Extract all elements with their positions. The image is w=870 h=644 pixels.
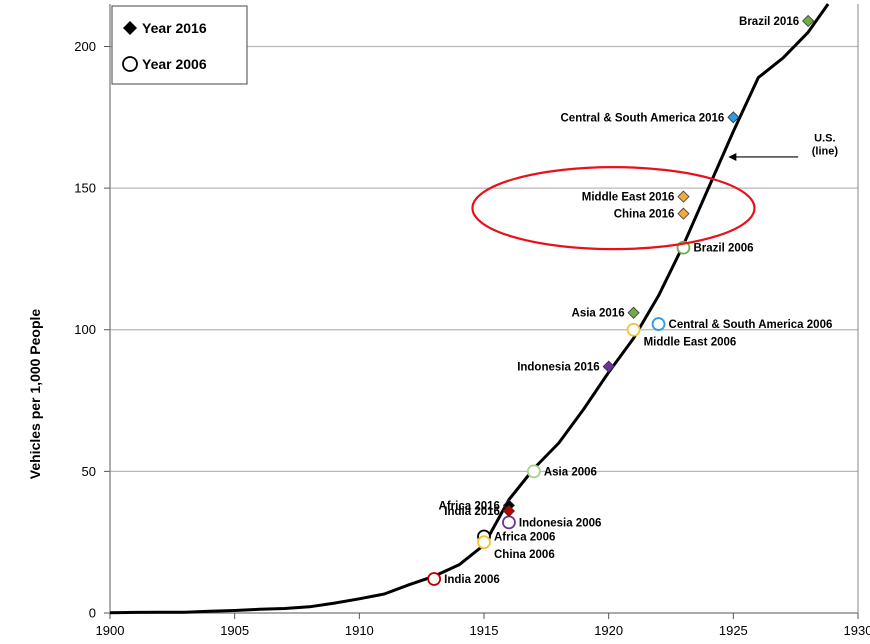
point-middle-east-2016 xyxy=(677,190,690,203)
x-tick-label: 1905 xyxy=(220,623,249,638)
legend-entry-label: Year 2016 xyxy=(142,20,207,36)
point-india-2016 xyxy=(502,504,515,518)
point-asia-2006 xyxy=(526,464,541,479)
point-label-china-2006: China 2006 xyxy=(494,549,555,561)
point-indonesia-2006 xyxy=(502,515,516,530)
point-label-china-2016: China 2016 xyxy=(614,209,675,221)
x-tick-label: 1920 xyxy=(594,623,623,638)
point-label-africa-2006: Africa 2006 xyxy=(494,532,555,544)
point-central-and-south-america-2016 xyxy=(727,111,740,124)
us-line xyxy=(109,3,830,615)
legend-box xyxy=(111,5,248,85)
point-china-2016 xyxy=(677,207,690,220)
point-label-asia-2006: Asia 2006 xyxy=(544,466,597,478)
axes xyxy=(104,4,859,619)
highlight-ellipse xyxy=(471,166,756,251)
us-line-label: (line) xyxy=(812,145,839,157)
legend-entry-label: Year 2006 xyxy=(142,56,207,72)
point-middle-east-2006 xyxy=(626,322,641,337)
point-central-and-south-america-2006 xyxy=(651,317,666,331)
us-arrow-head xyxy=(728,152,737,161)
point-label-brazil-2016: Brazil 2016 xyxy=(739,16,799,28)
x-tick-label: 1910 xyxy=(345,623,374,638)
point-label-africa-2016: Africa 2016 xyxy=(439,500,500,512)
y-axis-label: Vehicles per 1,000 People xyxy=(27,309,43,480)
point-indonesia-2016 xyxy=(602,360,615,373)
x-tick-label: 1925 xyxy=(719,623,748,638)
point-label-indonesia-2006: Indonesia 2006 xyxy=(519,517,601,529)
point-label-central-and-south-america-2016: Central & South America 2016 xyxy=(561,112,725,124)
point-label-india-2006: India 2006 xyxy=(444,574,500,586)
points: Brazil 2006 Central & South America 2006 M… xyxy=(427,14,833,586)
x-tick-label: 1915 xyxy=(470,623,499,638)
x-tick-label: 1900 xyxy=(96,623,125,638)
y-tick-label: 100 xyxy=(74,322,96,337)
legend-marker-2016 xyxy=(123,21,137,35)
annotations: U.S.(line) xyxy=(471,132,839,251)
point-label-brazil-2006: Brazil 2006 xyxy=(693,243,753,255)
us-line-series xyxy=(109,3,830,615)
point-asia-2016 xyxy=(627,306,640,319)
point-label-india-2016: India 2016 xyxy=(444,506,500,518)
point-label-middle-east-2006: Middle East 2006 xyxy=(644,337,737,349)
grid xyxy=(110,45,858,473)
x-tick-label: 1930 xyxy=(844,623,870,638)
legend-marker-2006 xyxy=(122,56,138,72)
point-china-2006 xyxy=(477,535,491,550)
point-label-middle-east-2016: Middle East 2016 xyxy=(582,192,675,204)
y-tick-label: 200 xyxy=(74,39,96,54)
legend: Year 2016 Year 2006 xyxy=(111,5,248,85)
point-label-indonesia-2016: Indonesia 2016 xyxy=(517,362,599,374)
y-tick-label: 50 xyxy=(82,464,96,479)
tick-labels: 0 50 100 150 200 1900 1905 1910 1915 1920 1925 1930 xyxy=(74,39,870,638)
y-tick-label: 0 xyxy=(89,606,96,621)
point-label-asia-2016: Asia 2016 xyxy=(572,308,625,320)
point-india-2006 xyxy=(427,572,442,586)
point-brazil-2016 xyxy=(802,14,815,28)
us-line-label: U.S. xyxy=(814,132,835,144)
y-tick-label: 150 xyxy=(74,181,96,196)
point-label-central-and-south-america-2006: Central & South America 2006 xyxy=(669,319,833,331)
